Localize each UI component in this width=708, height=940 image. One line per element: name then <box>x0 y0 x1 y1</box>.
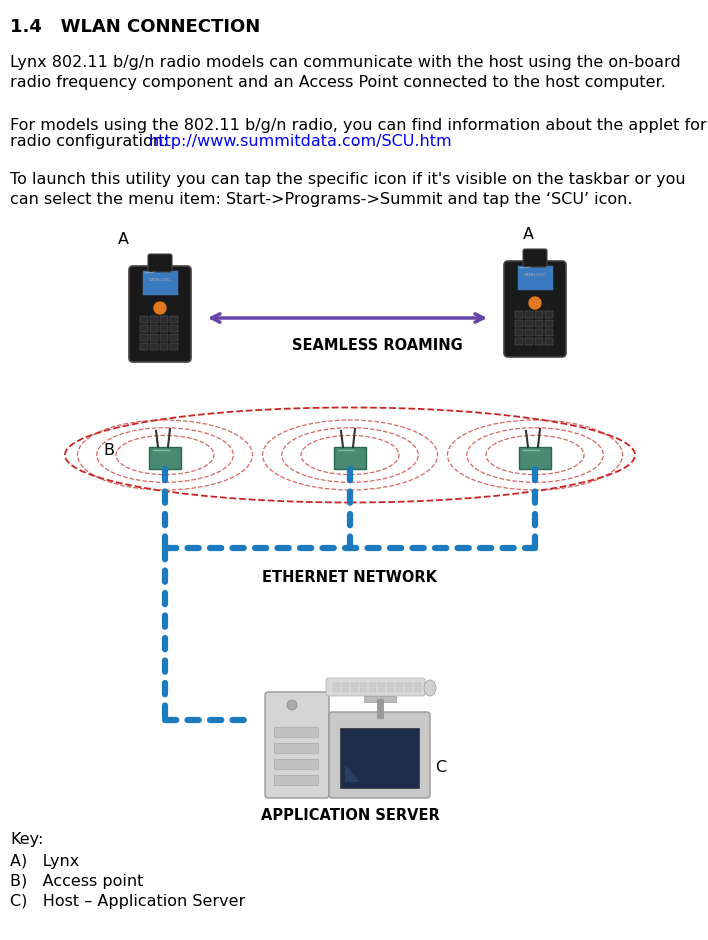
Circle shape <box>154 302 166 314</box>
Bar <box>150 325 158 332</box>
Text: A)   Lynx: A) Lynx <box>10 854 79 869</box>
Bar <box>414 688 421 692</box>
Bar <box>525 338 533 345</box>
Bar <box>170 334 178 341</box>
Text: Key:: Key: <box>10 832 43 847</box>
Bar <box>150 316 158 323</box>
Circle shape <box>287 700 297 710</box>
Bar <box>535 311 543 318</box>
Bar <box>517 265 553 290</box>
Bar <box>140 316 148 323</box>
Bar <box>396 683 403 687</box>
Text: B: B <box>103 443 114 458</box>
Text: ETHERNET NETWORK: ETHERNET NETWORK <box>263 570 438 585</box>
Text: DATALOGIC: DATALOGIC <box>523 273 547 277</box>
Text: SEAMLESS ROAMING: SEAMLESS ROAMING <box>292 338 463 353</box>
Bar <box>340 728 419 788</box>
Bar <box>351 688 358 692</box>
Bar <box>150 343 158 350</box>
Text: .: . <box>352 134 357 149</box>
Bar <box>525 320 533 327</box>
Bar <box>515 329 523 336</box>
Bar <box>142 270 178 295</box>
Text: For models using the 802.11 b/g/n radio, you can find information about the appl: For models using the 802.11 b/g/n radio,… <box>10 118 707 133</box>
FancyBboxPatch shape <box>523 249 547 267</box>
Text: C: C <box>435 760 446 775</box>
Bar <box>378 683 385 687</box>
Bar <box>405 688 412 692</box>
Bar <box>378 688 385 692</box>
FancyBboxPatch shape <box>265 692 329 798</box>
Text: 1.4   WLAN CONNECTION: 1.4 WLAN CONNECTION <box>10 18 261 36</box>
Bar <box>369 688 376 692</box>
Bar <box>369 683 376 687</box>
Bar <box>525 311 533 318</box>
Bar <box>414 683 421 687</box>
Ellipse shape <box>424 680 436 696</box>
Bar <box>535 329 543 336</box>
Bar <box>535 338 543 345</box>
Text: APPLICATION SERVER: APPLICATION SERVER <box>261 808 440 823</box>
Bar <box>545 338 553 345</box>
Bar <box>360 688 367 692</box>
FancyBboxPatch shape <box>504 261 566 357</box>
Bar <box>334 447 366 469</box>
Circle shape <box>529 297 541 309</box>
Bar <box>545 329 553 336</box>
Bar <box>140 343 148 350</box>
Bar <box>160 316 168 323</box>
FancyBboxPatch shape <box>329 712 430 798</box>
Bar <box>160 334 168 341</box>
Text: C)   Host – Application Server: C) Host – Application Server <box>10 894 245 909</box>
Bar <box>535 320 543 327</box>
Bar <box>342 688 349 692</box>
Bar <box>140 334 148 341</box>
Bar <box>140 325 148 332</box>
Bar <box>160 325 168 332</box>
Polygon shape <box>345 765 360 782</box>
Bar <box>387 683 394 687</box>
Bar <box>170 343 178 350</box>
Bar <box>149 447 181 469</box>
Bar <box>170 316 178 323</box>
Text: radio configuration:: radio configuration: <box>10 134 173 149</box>
Bar <box>274 775 318 785</box>
Text: http://www.summitdata.com/SCU.htm: http://www.summitdata.com/SCU.htm <box>149 134 452 149</box>
Bar <box>274 743 318 753</box>
Bar <box>351 683 358 687</box>
Bar <box>333 688 340 692</box>
FancyBboxPatch shape <box>129 266 191 362</box>
FancyBboxPatch shape <box>326 678 425 696</box>
Bar <box>342 683 349 687</box>
Bar <box>333 683 340 687</box>
Bar <box>274 759 318 769</box>
Bar <box>545 311 553 318</box>
Bar <box>364 696 396 702</box>
Bar <box>525 329 533 336</box>
Bar <box>405 683 412 687</box>
Text: A: A <box>523 227 534 242</box>
Bar <box>396 688 403 692</box>
Bar <box>387 688 394 692</box>
Bar <box>274 727 318 737</box>
Bar <box>170 325 178 332</box>
Bar <box>515 320 523 327</box>
Bar <box>545 320 553 327</box>
Bar <box>150 334 158 341</box>
Text: Lynx 802.11 b/g/n radio models can communicate with the host using the on-board
: Lynx 802.11 b/g/n radio models can commu… <box>10 55 681 90</box>
Bar <box>160 343 168 350</box>
Text: A: A <box>118 232 129 247</box>
Text: B)   Access point: B) Access point <box>10 874 144 889</box>
Text: DATALOGIC: DATALOGIC <box>149 278 171 282</box>
Bar <box>519 447 551 469</box>
FancyBboxPatch shape <box>148 254 172 272</box>
Bar <box>515 311 523 318</box>
Text: To launch this utility you can tap the specific icon if it's visible on the task: To launch this utility you can tap the s… <box>10 172 685 207</box>
Bar <box>515 338 523 345</box>
Bar <box>360 683 367 687</box>
